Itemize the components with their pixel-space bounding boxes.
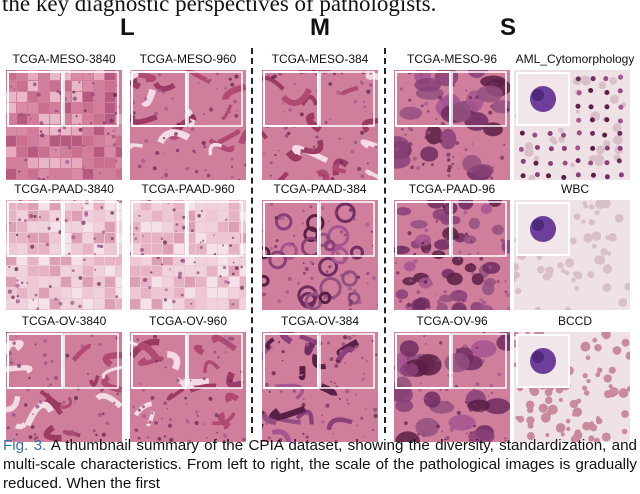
thumbnail-image (514, 200, 630, 310)
caption-text: A thumbnail summary of the CPIA dataset,… (3, 437, 637, 492)
tile-paad-96: TCGA-PAAD-96 (394, 182, 510, 310)
group-label-medium: M (310, 14, 330, 41)
intro-text: the key diagnostic perspectives of patho… (2, 0, 437, 16)
tile-title: TCGA-OV-3840 (21, 314, 107, 328)
thumbnail-image (6, 200, 122, 310)
figure-label: Fig. 3. (3, 437, 47, 454)
thumbnail-image (6, 332, 122, 442)
tile-ov-96: TCGA-OV-96 (394, 314, 510, 442)
tile-bccd: BCCD (514, 314, 636, 442)
thumbnail-image (394, 332, 510, 442)
thumbnail-image (514, 332, 630, 442)
tile-title: BCCD (557, 314, 592, 328)
tile-title: TCGA-OV-96 (416, 314, 488, 328)
thumbnail-image (130, 70, 246, 180)
tile-meso-96: TCGA-MESO-96 (394, 52, 510, 180)
divider-large-medium (251, 48, 253, 433)
divider-medium-small (384, 48, 386, 433)
tile-title: TCGA-PAAD-960 (141, 182, 235, 196)
tile-aml-cytomorphology: AML_Cytomorphology (514, 52, 636, 180)
tile-title: TCGA-OV-384 (280, 314, 360, 328)
tile-title: TCGA-OV-960 (148, 314, 228, 328)
tile-meso-384: TCGA-MESO-384 (262, 52, 378, 180)
figure-caption: Fig. 3. A thumbnail summary of the CPIA … (3, 436, 637, 493)
tile-title: TCGA-MESO-96 (406, 52, 497, 66)
thumbnail-image (130, 332, 246, 442)
tile-meso-960: TCGA-MESO-960 (130, 52, 246, 180)
tile-title: TCGA-PAAD-3840 (14, 182, 114, 196)
tile-ov-960: TCGA-OV-960 (130, 314, 246, 442)
tile-paad-3840: TCGA-PAAD-3840 (6, 182, 122, 310)
group-label-large: L (120, 14, 135, 41)
tile-title: AML_Cytomorphology (515, 52, 635, 66)
thumbnail-image (514, 70, 630, 180)
tile-meso-3840: TCGA-MESO-3840 (6, 52, 122, 180)
thumbnail-image (262, 200, 378, 310)
tile-paad-384: TCGA-PAAD-384 (262, 182, 378, 310)
tile-paad-960: TCGA-PAAD-960 (130, 182, 246, 310)
thumbnail-image (6, 70, 122, 180)
thumbnail-image (262, 332, 378, 442)
tile-wbc: WBC (514, 182, 636, 310)
tile-title: TCGA-MESO-3840 (12, 52, 116, 66)
tile-ov-384: TCGA-OV-384 (262, 314, 378, 442)
tile-title: WBC (561, 182, 589, 196)
tile-title: TCGA-MESO-384 (271, 52, 369, 66)
group-label-small: S (500, 14, 517, 41)
thumbnail-image (394, 200, 510, 310)
tile-title: TCGA-MESO-960 (139, 52, 237, 66)
tile-title: TCGA-PAAD-96 (408, 182, 496, 196)
thumbnail-image (130, 200, 246, 310)
tile-ov-3840: TCGA-OV-3840 (6, 314, 122, 442)
thumbnail-image (394, 70, 510, 180)
tile-title: TCGA-PAAD-384 (273, 182, 367, 196)
thumbnail-image (262, 70, 378, 180)
